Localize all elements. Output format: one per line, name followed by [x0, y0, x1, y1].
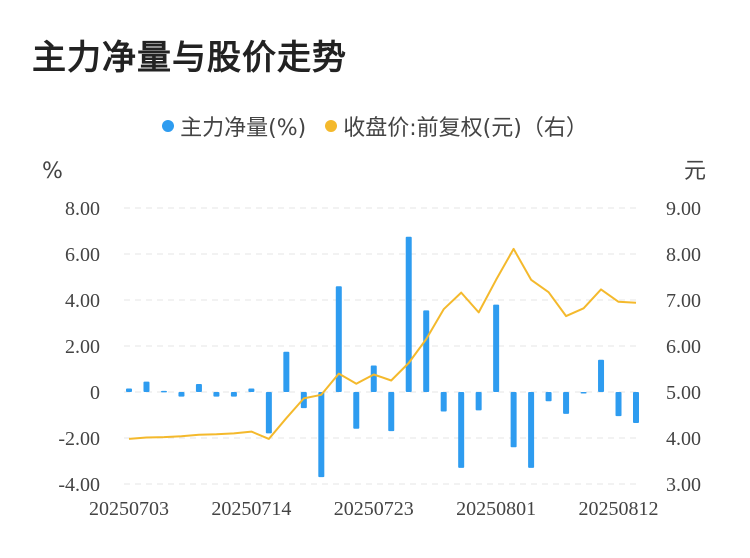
bar	[126, 388, 132, 392]
bar	[335, 286, 342, 392]
left-tick-label: -2.00	[58, 428, 100, 450]
bar	[143, 381, 150, 392]
x-tick-label: 20250714	[211, 498, 291, 520]
x-tick-label: 20250723	[334, 498, 414, 520]
bar	[475, 392, 482, 411]
bar	[440, 392, 447, 412]
bar	[160, 390, 167, 393]
bar	[545, 392, 552, 402]
bar	[283, 351, 290, 392]
legend-label-net-volume: 主力净量(%)	[180, 116, 307, 141]
bar-series	[126, 236, 639, 478]
legend: 主力净量(%) 收盘价:前复权(元)（右）	[0, 110, 750, 142]
bar	[598, 359, 605, 392]
bar	[615, 392, 622, 417]
bar	[510, 392, 517, 448]
left-tick-label: 2.00	[65, 336, 100, 358]
bar	[580, 392, 587, 394]
left-tick-label: 6.00	[65, 244, 100, 266]
left-axis-unit: %	[42, 159, 63, 184]
right-tick-label: 4.00	[666, 428, 701, 450]
x-tick-label: 20250801	[456, 498, 536, 520]
bar	[458, 392, 465, 468]
right-tick-label: 7.00	[666, 290, 701, 312]
bar	[633, 392, 639, 424]
bar	[248, 388, 255, 392]
bar	[213, 392, 220, 397]
right-tick-label: 3.00	[666, 474, 701, 496]
left-tick-label: -4.00	[58, 474, 100, 496]
right-tick-label: 6.00	[666, 336, 701, 358]
legend-item-net-volume[interactable]: 主力净量(%)	[162, 110, 306, 142]
legend-label-close-price: 收盘价:前复权(元)（右）	[343, 116, 588, 141]
legend-item-close-price[interactable]: 收盘价:前复权(元)（右）	[325, 110, 588, 142]
bar	[265, 392, 272, 434]
bar	[353, 392, 360, 429]
legend-bar-marker	[162, 120, 175, 132]
bar	[405, 236, 412, 392]
bar	[318, 392, 325, 478]
right-tick-label: 9.00	[666, 198, 701, 220]
right-tick-label: 8.00	[666, 244, 701, 266]
bar	[300, 392, 307, 409]
grid-lines	[124, 207, 640, 485]
bar	[563, 392, 570, 414]
bar	[388, 392, 395, 432]
x-tick-label: 20250812	[579, 498, 659, 520]
price-line	[128, 247, 637, 440]
left-tick-label: 8.00	[65, 198, 100, 220]
chart-title: 主力净量与股价走势	[32, 38, 347, 78]
line-series	[128, 247, 637, 440]
right-axis-unit: 元	[684, 159, 706, 184]
legend-line-marker	[325, 120, 338, 132]
bar	[528, 392, 535, 468]
bar	[195, 383, 202, 392]
axis-ticks: 8.00 6.00 4.00 2.00 0 -2.00 -4.00 9.00 8.00 7.00 6…	[58, 198, 701, 520]
x-tick-label: 20250703	[89, 498, 169, 520]
bar	[230, 392, 237, 397]
left-tick-label: 4.00	[65, 290, 100, 312]
bar	[493, 304, 500, 392]
right-tick-label: 5.00	[666, 382, 701, 404]
left-tick-label: 0	[90, 382, 100, 404]
bar	[370, 365, 377, 392]
bar	[178, 392, 185, 397]
bar	[423, 310, 430, 392]
